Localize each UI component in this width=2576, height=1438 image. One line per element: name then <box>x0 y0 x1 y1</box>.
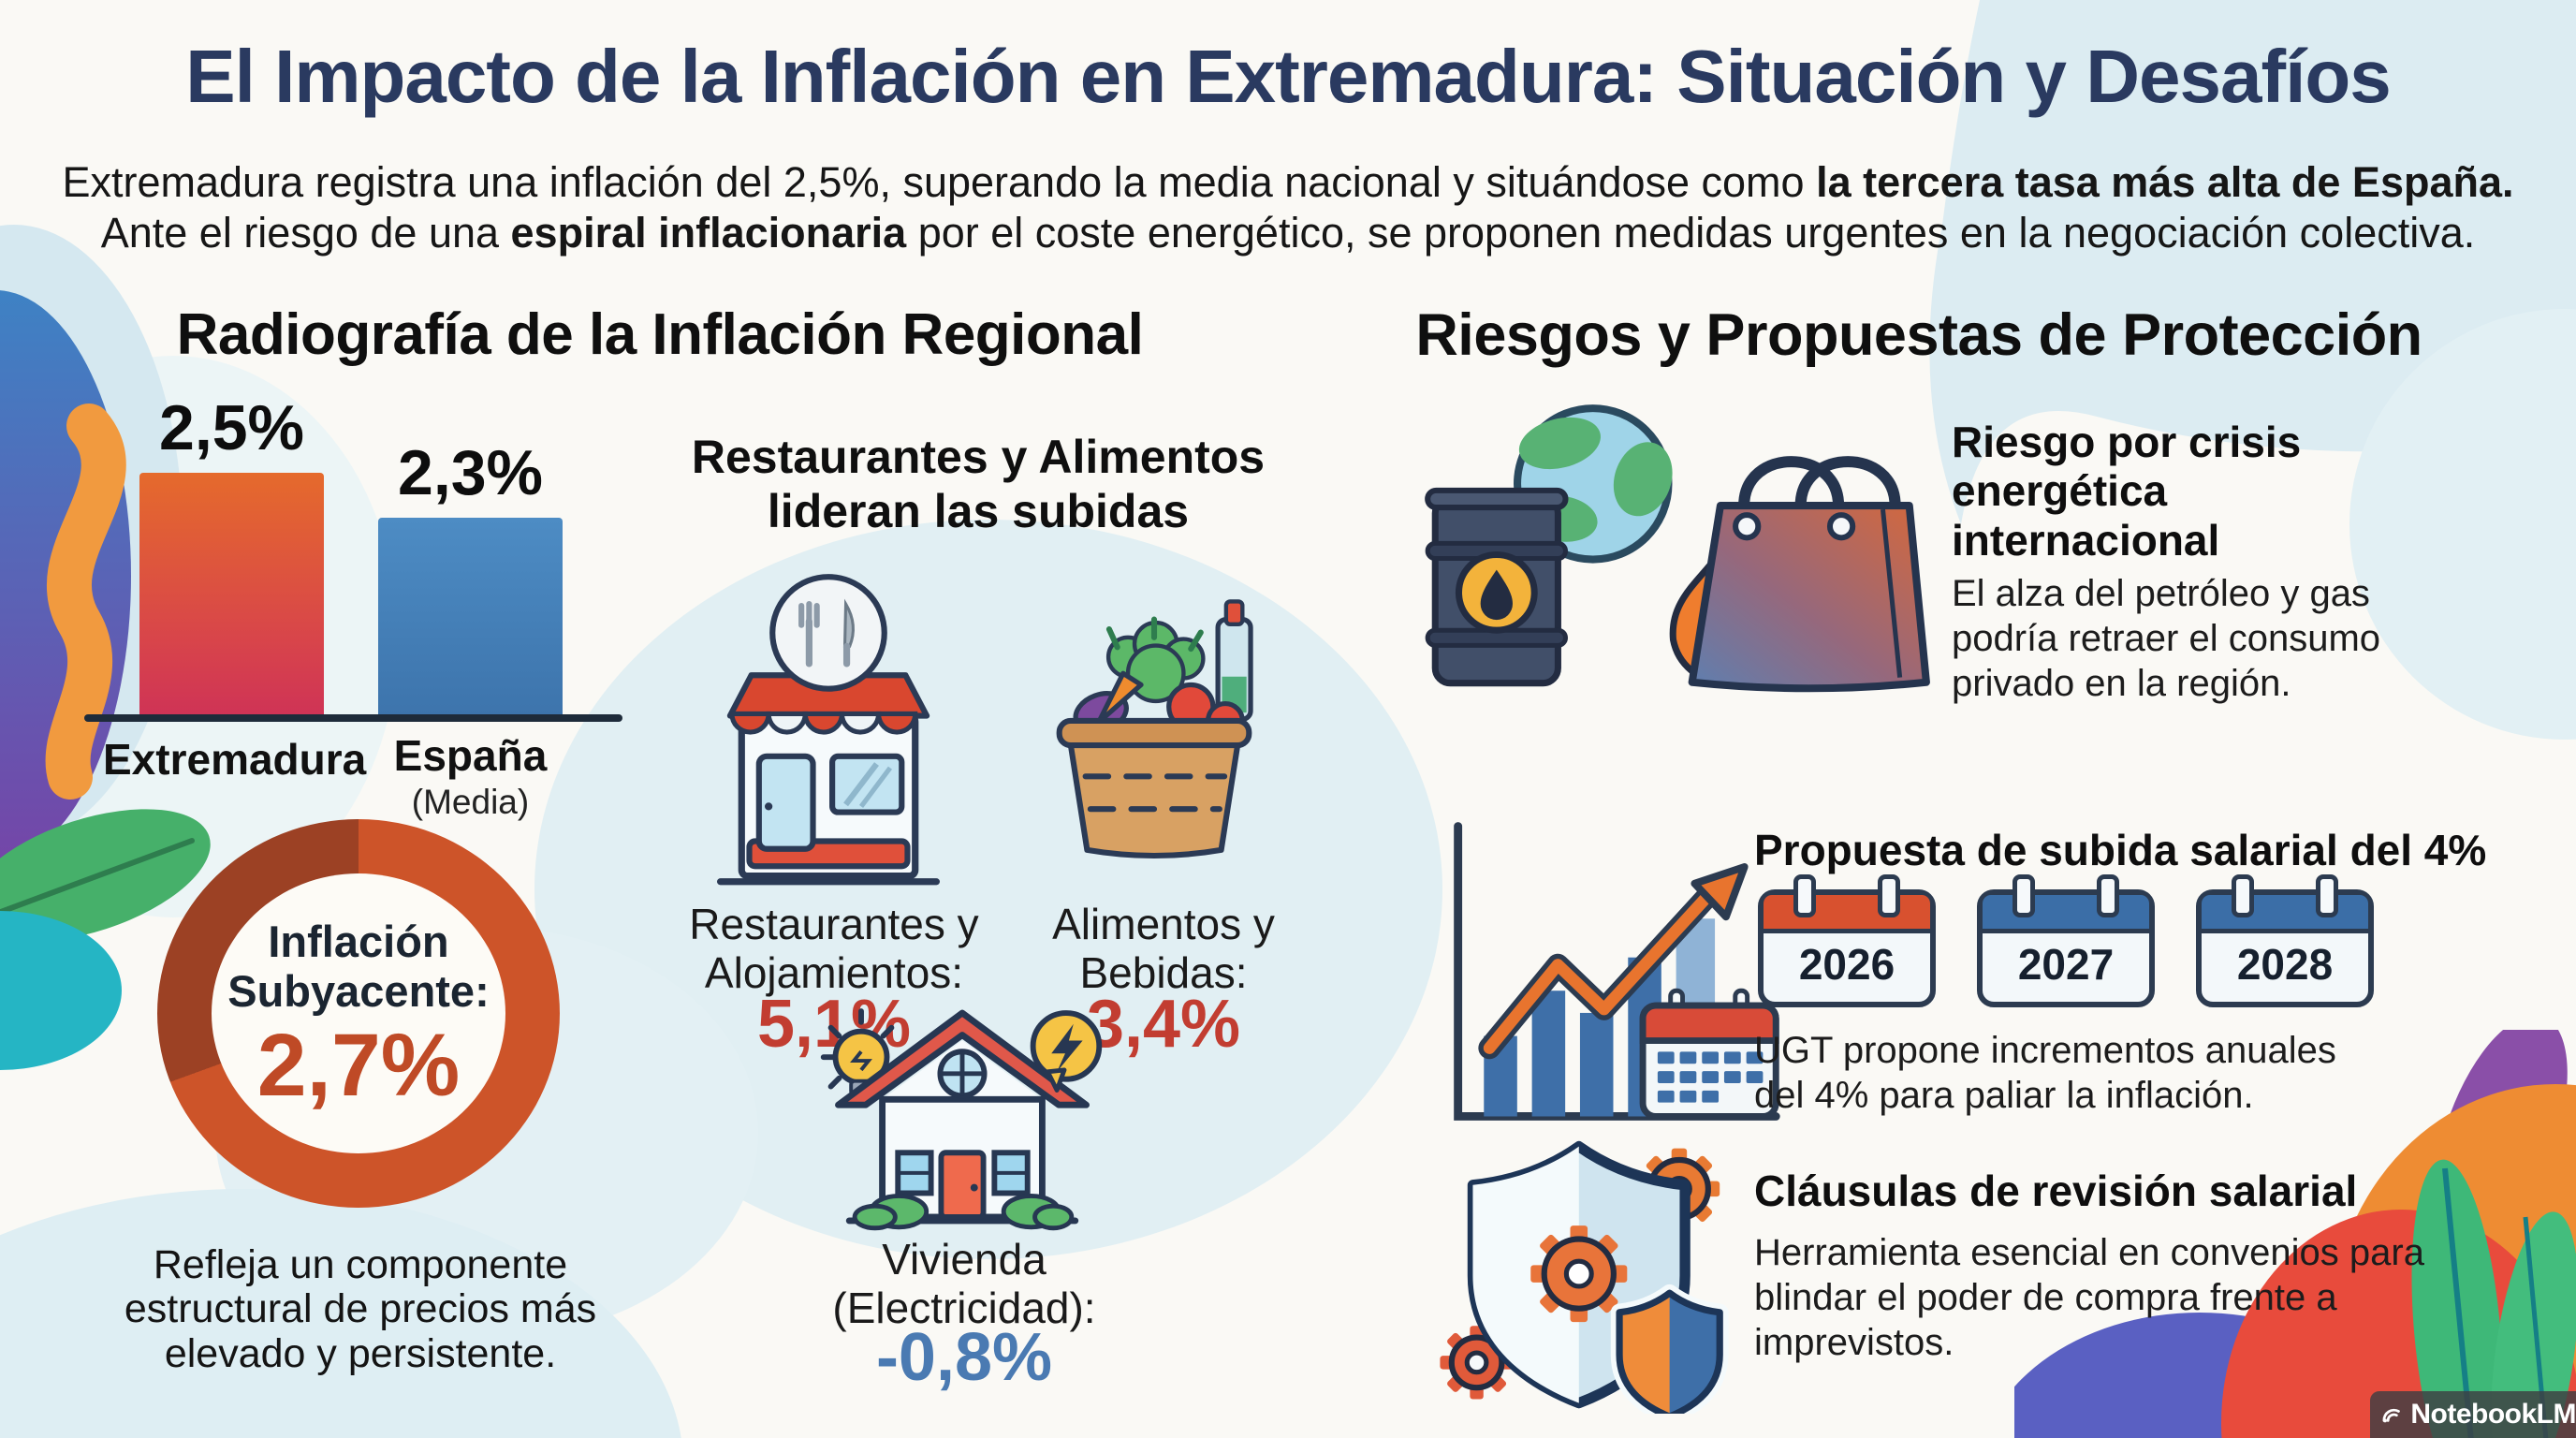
growth-chart-calendar-icon <box>1454 822 1780 1121</box>
label-alimentos: Alimentos y Bebidas: <box>1000 900 1327 998</box>
bar-value-extremadura: 2,5% <box>159 392 304 463</box>
heading-subidas-line-2: lideran las subidas <box>767 484 1190 537</box>
donut-title-line-2: Subyacente: <box>227 966 490 1016</box>
section-heading-radiografia: Radiografía de la Inflación Regional <box>176 302 1144 367</box>
calendar-header <box>2202 895 2368 933</box>
bar-label-espana: España <box>393 731 548 780</box>
subtitle-line-1: Extremadura registra una inflación del 2… <box>0 157 2576 208</box>
calendar-year-2028: 2028 <box>2196 874 2374 1007</box>
donut-value: 2,7% <box>256 1016 461 1116</box>
clausulas-body: Herramienta esencial en convenios para b… <box>1754 1232 2424 1363</box>
notebooklm-watermark: NotebookLM <box>2370 1391 2576 1438</box>
small-shield-icon <box>1610 1284 1729 1414</box>
calendar-header <box>1764 895 1930 933</box>
bar-label-extremadura: Extremadura <box>103 735 367 784</box>
subtitle-line-1-text: Extremadura registra una inflación del 2… <box>62 158 1817 206</box>
calendar-year-label: 2026 <box>1798 940 1895 989</box>
calendar-year-label: 2027 <box>2017 940 2115 989</box>
calendar-year-label: 2028 <box>2236 940 2334 989</box>
calendar-year-2027: 2027 <box>1977 874 2155 1007</box>
calendar-ring <box>1793 874 1816 917</box>
energy-crisis-icons <box>1425 404 1930 693</box>
calendar-ring <box>2097 874 2119 917</box>
donut-chart-inflacion-subyacente: Inflación Subyacente: 2,7% <box>157 819 560 1208</box>
calendar-header <box>1983 895 2149 933</box>
calendar-ring <box>2316 874 2338 917</box>
bar-value-espana: 2,3% <box>398 437 543 508</box>
subtitle-line-2-text: Ante el riesgo de una <box>100 209 511 257</box>
shield-gears-icon <box>1440 1140 1729 1414</box>
clausulas-title: Cláusulas de revisión salarial <box>1754 1167 2358 1215</box>
crisis-body: El alza del petróleo y gas podría retrae… <box>1952 573 2381 704</box>
page-subtitle: Extremadura registra una inflación del 2… <box>0 157 2576 258</box>
bar-label-espana-group: España (Media) <box>378 730 563 822</box>
shopping-bag-icon <box>1688 456 1930 693</box>
bar-extremadura <box>139 473 324 716</box>
gear-bottom-left-icon <box>1440 1326 1514 1400</box>
house-electricity-icon <box>820 1008 1103 1231</box>
label-alimentos-line-2: Bebidas: <box>1079 947 1248 997</box>
watermark-label: NotebookLM <box>2410 1399 2576 1430</box>
donut-caption: Refleja un componente estructural de pre… <box>124 1242 597 1376</box>
salarial-title: Propuesta de subida salarial del 4% <box>1754 826 2487 874</box>
calendar-ring <box>2012 874 2035 917</box>
label-restaurantes: Restaurantes y Alojamientos: <box>670 900 998 998</box>
calendar-year-2026: 2026 <box>1758 874 1936 1007</box>
subtitle-line-2-bold: espiral inflacionaria <box>510 209 907 257</box>
salarial-body: UGT propone incrementos anuales del 4% p… <box>1754 1030 2336 1116</box>
label-restaurantes-line-2: Alojamientos: <box>704 947 964 997</box>
subtitle-line-2-text-after: por el coste energético, se proponen med… <box>906 209 2476 257</box>
grocery-basket-icon <box>1056 599 1253 859</box>
section-heading-riesgos: Riesgos y Propuestas de Protección <box>1415 302 2422 368</box>
page-title: El Impacto de la Inflación en Extremadur… <box>185 35 2391 118</box>
heading-subidas: Restaurantes y Alimentos lideran las sub… <box>646 431 1310 538</box>
label-alimentos-line-1: Alimentos y <box>1052 900 1275 948</box>
calendar-ring <box>1878 874 1900 917</box>
calendar-ring <box>2232 874 2254 917</box>
notebooklm-logo-icon <box>2382 1408 2400 1423</box>
bar-chart-axis <box>84 714 622 722</box>
value-vivienda: -0,8% <box>875 1320 1053 1395</box>
bar-sublabel-media: (Media) <box>411 783 530 821</box>
label-vivienda: Vivienda (Electricidad): <box>801 1235 1127 1333</box>
label-vivienda-line-1: Vivienda <box>882 1235 1046 1284</box>
value-alimentos: 3,4% <box>1086 987 1241 1062</box>
heading-subidas-line-1: Restaurantes y Alimentos <box>691 431 1266 483</box>
donut-title-line-1: Inflación <box>268 916 449 966</box>
restaurant-storefront-icon <box>717 574 940 886</box>
subtitle-line-1-bold: la tercera tasa más alta de España. <box>1816 158 2514 206</box>
subtitle-line-2: Ante el riesgo de una espiral inflaciona… <box>0 208 2576 258</box>
bar-espana <box>378 518 563 716</box>
donut-center: Inflación Subyacente: 2,7% <box>212 873 505 1153</box>
gear-center-icon <box>1530 1225 1628 1323</box>
crisis-title: Riesgo por crisis energética internacion… <box>1952 418 2302 565</box>
label-restaurantes-line-1: Restaurantes y <box>689 900 979 948</box>
oil-barrel-icon <box>1425 487 1569 687</box>
label-vivienda-line-2: (Electricidad): <box>832 1283 1096 1332</box>
